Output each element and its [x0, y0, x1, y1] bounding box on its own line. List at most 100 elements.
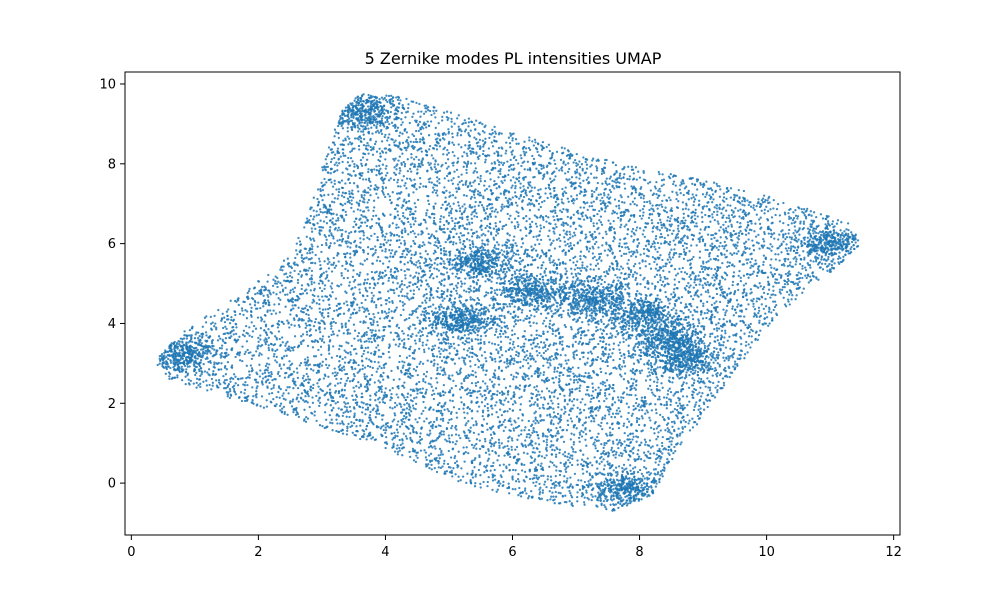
scatter-point	[668, 302, 671, 305]
scatter-point	[501, 354, 504, 357]
scatter-point	[703, 344, 707, 348]
scatter-point	[558, 285, 561, 289]
scatter-point	[562, 440, 566, 444]
scatter-point	[404, 247, 408, 250]
scatter-point	[702, 335, 706, 339]
scatter-point	[790, 298, 793, 301]
scatter-point	[498, 324, 501, 328]
scatter-point	[597, 409, 600, 412]
scatter-point	[739, 315, 742, 318]
scatter-point	[602, 446, 605, 450]
scatter-point	[412, 426, 415, 430]
scatter-point	[715, 375, 719, 378]
scatter-point	[272, 291, 275, 294]
scatter-point	[567, 245, 571, 248]
scatter-point	[631, 432, 635, 435]
scatter-point	[376, 344, 380, 347]
scatter-point	[554, 290, 557, 293]
scatter-point	[696, 310, 699, 313]
scatter-point	[265, 405, 269, 408]
scatter-point	[413, 163, 416, 166]
scatter-point	[324, 158, 327, 161]
scatter-point	[601, 427, 604, 431]
scatter-point	[381, 187, 385, 190]
scatter-point	[500, 292, 504, 295]
scatter-point	[430, 233, 434, 236]
scatter-point	[508, 407, 511, 411]
scatter-point	[585, 167, 589, 170]
scatter-point	[502, 332, 505, 336]
scatter-point	[577, 342, 580, 345]
scatter-point	[440, 279, 444, 282]
scatter-point	[662, 396, 666, 399]
scatter-point	[406, 286, 409, 289]
scatter-point	[480, 401, 484, 404]
scatter-point	[584, 363, 587, 366]
scatter-point	[336, 239, 339, 242]
scatter-point	[370, 291, 373, 295]
scatter-point	[428, 163, 431, 167]
scatter-point	[623, 182, 626, 185]
scatter-point	[514, 272, 517, 275]
scatter-point	[509, 179, 513, 182]
scatter-point	[605, 397, 608, 400]
scatter-point	[797, 271, 800, 274]
scatter-point	[595, 165, 598, 168]
scatter-point	[448, 299, 451, 303]
scatter-point	[644, 443, 647, 446]
scatter-point	[665, 400, 668, 404]
scatter-point	[350, 424, 354, 427]
scatter-point	[782, 296, 785, 299]
scatter-point	[649, 202, 652, 205]
scatter-point	[697, 408, 700, 411]
scatter-point	[684, 207, 687, 210]
scatter-point	[307, 364, 310, 367]
scatter-point	[359, 283, 362, 286]
scatter-point	[608, 410, 611, 413]
scatter-point	[703, 342, 706, 345]
scatter-point	[602, 285, 605, 289]
scatter-point	[350, 199, 353, 202]
scatter-point	[487, 147, 491, 150]
scatter-point	[587, 462, 590, 466]
scatter-point	[255, 396, 258, 399]
scatter-point	[847, 228, 850, 232]
scatter-point	[668, 431, 672, 434]
scatter-point	[365, 438, 368, 441]
scatter-point	[442, 306, 445, 310]
scatter-point	[653, 242, 656, 245]
scatter-point	[632, 362, 636, 365]
scatter-point	[484, 158, 487, 161]
scatter-point	[228, 387, 232, 391]
scatter-point	[276, 326, 280, 329]
scatter-point	[599, 499, 602, 502]
scatter-point	[238, 354, 241, 357]
scatter-point	[524, 439, 527, 442]
scatter-point	[475, 396, 479, 399]
scatter-point	[333, 242, 336, 245]
scatter-point	[470, 400, 473, 403]
scatter-point	[271, 284, 275, 288]
scatter-point	[752, 206, 755, 210]
scatter-point	[313, 320, 317, 324]
scatter-point	[476, 316, 479, 319]
scatter-point	[551, 491, 554, 494]
scatter-point	[264, 325, 268, 328]
scatter-point	[758, 282, 761, 285]
scatter-point	[735, 252, 738, 255]
scatter-point	[757, 198, 760, 201]
scatter-point	[452, 143, 456, 146]
scatter-point	[762, 240, 766, 243]
scatter-point	[502, 420, 505, 424]
scatter-point	[688, 275, 691, 279]
scatter-point	[600, 282, 603, 286]
scatter-point	[267, 295, 270, 299]
scatter-point	[525, 315, 529, 318]
scatter-point	[537, 496, 541, 500]
scatter-point	[523, 489, 527, 492]
scatter-point	[615, 329, 618, 333]
scatter-point	[728, 335, 731, 338]
scatter-point	[643, 200, 646, 204]
scatter-point	[335, 188, 338, 191]
scatter-point	[454, 266, 457, 269]
